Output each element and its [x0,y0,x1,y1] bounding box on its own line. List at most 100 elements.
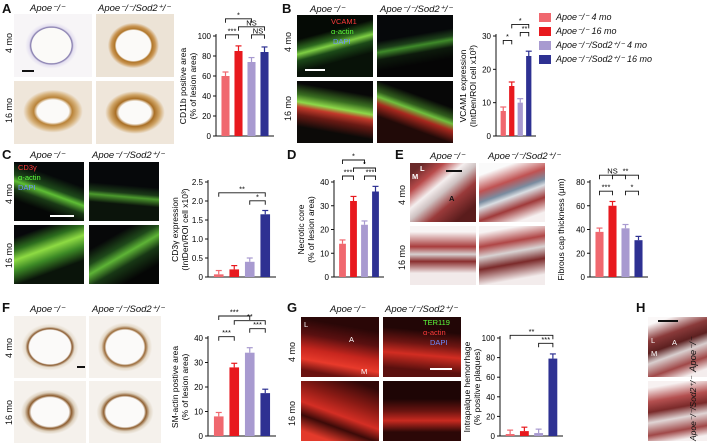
significance-label: * [519,16,522,25]
bar [634,240,643,277]
genotype-sod: Apoe⁻/⁻/Sod2⁺/⁻ [385,304,458,315]
significance-bracket [625,190,639,196]
significance-label: ** [529,327,535,336]
legend-swatch [539,26,551,36]
bar [608,205,617,277]
y-axis-label-2: (IntDen/ROI cell x10³) [468,45,478,127]
chart-c: CD3γ expression (IntDen/ROI cell x10³) 0 0.… [170,178,276,282]
significance-bracket [342,175,354,180]
panel-label-b: B [282,1,292,16]
bar [350,201,357,277]
micrograph-e-4 [479,226,545,285]
legend-swatch [539,54,551,64]
micrograph-e-3 [410,226,476,285]
y-axis-label-2: (IntDen/ROI cell x10³) [180,188,190,270]
genotype-sod: Apoe⁻/⁻/Sod2⁺/⁻ [92,150,165,161]
genotype-apoe: Apoe⁻/⁻ [430,151,465,162]
significance-bracket [225,18,252,23]
y-tick-label: 20 [486,412,495,421]
significance-label: * [256,192,259,201]
chart-a: CD11b positive area (% of lesion area) 0 20… [178,10,274,141]
stain-dapi: DAPI [430,338,448,347]
genotype-sod: Apoe⁻/⁻/Sod2⁺/⁻ [92,304,165,315]
bar [621,228,630,277]
micrograph-c-4 [89,225,159,284]
label-l: L [420,164,425,173]
micrograph-a-3 [14,81,92,144]
label-m: M [651,349,658,358]
micrograph-a-4 [96,81,174,144]
y-axis-label: VCAM1 expression [458,49,468,122]
label-a: A [449,194,455,203]
y-tick-label: 2.5 [192,178,204,187]
significance-bracket [251,34,265,39]
significance-label: *** [602,183,611,192]
y-axis-label: Fibrous cap thickness (μm) [556,178,566,280]
y-tick-label: 40 [202,92,211,101]
significance-label: *** [366,168,375,177]
micrograph-a-1 [14,14,92,77]
bar [244,352,255,436]
age-4mo: 4 mo [4,337,14,358]
panel-label-h: H [636,300,646,315]
genotype-sod: Apoe⁻/⁻/Sod2⁺/⁻ [488,151,561,162]
legend-item: Apoe⁻/⁻/Sod2⁺/⁻ 16 mo [539,52,652,66]
bar [372,191,379,277]
y-tick-label: 0 [199,273,204,282]
significance-bracket [233,320,266,325]
stain-dapi: DAPI [333,37,351,46]
y-tick-label: 40 [320,178,329,187]
y-tick-label: 20 [320,226,329,235]
significance-label: *** [344,168,353,177]
y-axis-label: CD3γ expression [170,197,180,262]
y-tick-label: 0 [581,273,586,282]
genotype-sod-text: Apoe⁻/⁻/Sod2⁺/⁻ [688,376,698,441]
y-tick-label: 10 [194,408,203,417]
significance-bracket [509,334,554,340]
significance-label: ** [239,184,245,193]
significance-label: NS [253,26,263,35]
scale-bar [430,368,452,370]
significance-label: * [363,160,366,169]
bar [595,231,604,277]
micrograph-e-2 [479,163,545,222]
bar [361,224,368,277]
micrograph-g-2 [383,317,461,377]
y-tick-label: 30 [482,32,491,41]
bar [213,416,224,436]
bar [519,431,529,436]
y-tick-label: 0.5 [192,254,204,263]
y-tick-label: 0 [487,132,492,141]
y-axis-label: Necrotic core [296,204,306,254]
genotype-apoe: Apoe⁻/⁻ [330,304,365,315]
micrograph-g-4 [383,381,461,441]
significance-bracket [342,159,365,164]
y-tick-label: 0 [491,432,496,441]
significance-bracket [353,167,376,172]
significance-bracket [599,190,613,196]
y-axis-label: CD11b positive area [178,48,188,125]
micrograph-e-1 [410,163,476,222]
age-4mo: 4 mo [397,184,407,205]
micrograph-f-4 [89,381,161,443]
scale-bar [22,70,34,72]
y-axis-label-2: (% of lesion area) [180,354,190,421]
panel-label-e: E [395,147,404,162]
chart-f: SM-actin postive area (% of lesion area) 0… [170,308,276,441]
stain-cd3: CD3γ [18,163,37,172]
y-tick-label: 40 [486,393,495,402]
stain-dapi: DAPI [18,183,36,192]
significance-bracket [225,34,239,39]
legend: Apoe⁻/⁻ 4 mo Apoe⁻/⁻ 16 mo Apoe⁻/⁻/Sod2⁺… [539,10,652,66]
y-tick-label: 100 [482,334,496,343]
y-axis-label-2: (% of lesion area) [306,196,316,263]
micrograph-f-1 [14,316,86,378]
legend-swatch [539,40,551,50]
micrograph-b-1 [297,15,373,77]
micrograph-b-2 [377,15,453,77]
scale-bar [50,215,74,217]
label-l: L [304,320,309,329]
bar [229,269,240,277]
y-tick-label: 0 [325,273,330,282]
age-4mo: 4 mo [4,183,14,204]
